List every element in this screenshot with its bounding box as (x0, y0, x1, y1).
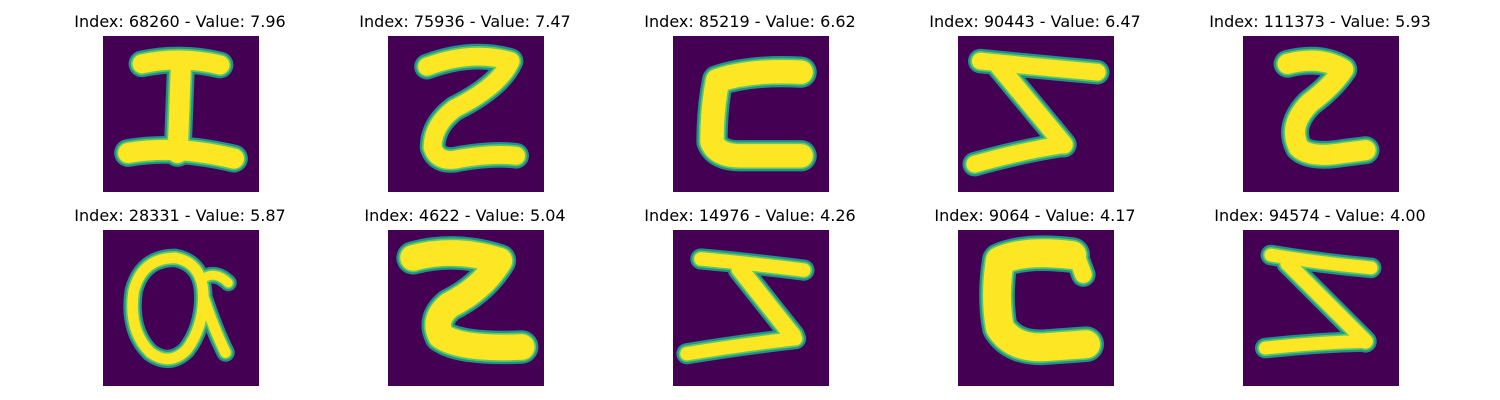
glyph-stroke (1277, 50, 1376, 165)
panel-title: Index: 90443 - Value: 6.47 (929, 12, 1141, 31)
glyph-stroke (400, 240, 535, 361)
grid-panel: Index: 85219 - Value: 6.62 (610, 12, 890, 202)
glyph-stroke (1258, 335, 1372, 355)
grid-panel: Index: 9064 - Value: 4.17 (895, 206, 1175, 396)
glyph-stroke (1264, 248, 1378, 275)
glyph-stroke (983, 239, 1101, 362)
glyph-stroke (167, 53, 192, 164)
glyph-stroke (418, 47, 526, 169)
glyph-stroke (196, 270, 233, 288)
digit-image (388, 230, 544, 386)
glyph-stroke (731, 260, 802, 345)
glyph-stroke (694, 252, 811, 277)
glyph-stroke (988, 54, 1073, 154)
glyph-stroke (966, 136, 1073, 173)
digit-image (958, 230, 1114, 386)
panel-title: Index: 94574 - Value: 4.00 (1214, 206, 1426, 225)
grid-panel: Index: 68260 - Value: 7.96 (40, 12, 320, 202)
digit-image (1243, 36, 1399, 192)
glyph-stroke (700, 59, 813, 168)
glyph-stroke (1066, 243, 1092, 283)
digit-image (103, 230, 259, 386)
grid-panel: Index: 28331 - Value: 5.87 (40, 206, 320, 396)
panel-title: Index: 75936 - Value: 7.47 (359, 12, 571, 31)
glyph-stroke (118, 139, 244, 169)
grid-panel: Index: 94574 - Value: 4.00 (1180, 206, 1460, 396)
panel-title: Index: 28331 - Value: 5.87 (74, 206, 286, 225)
panel-title: Index: 9064 - Value: 4.17 (934, 206, 1136, 225)
grid-panel: Index: 75936 - Value: 7.47 (325, 12, 605, 202)
panel-title: Index: 4622 - Value: 5.04 (364, 206, 566, 225)
panel-title: Index: 85219 - Value: 6.62 (644, 12, 856, 31)
digit-image (673, 230, 829, 386)
glyph-stroke (197, 291, 231, 358)
digit-image (103, 36, 259, 192)
glyph-stroke (680, 331, 803, 361)
glyph-stroke (1280, 256, 1373, 349)
grid-panel: Index: 4622 - Value: 5.04 (325, 206, 605, 396)
digit-image (1243, 230, 1399, 386)
panel-title: Index: 111373 - Value: 5.93 (1209, 12, 1431, 31)
grid-panel: Index: 111373 - Value: 5.93 (1180, 12, 1460, 202)
digit-image (958, 36, 1114, 192)
grid-panel: Index: 14976 - Value: 4.26 (610, 206, 890, 396)
digit-image (388, 36, 544, 192)
panel-title: Index: 14976 - Value: 4.26 (644, 206, 856, 225)
grid-panel: Index: 90443 - Value: 6.47 (895, 12, 1175, 202)
panel-title: Index: 68260 - Value: 7.96 (74, 12, 286, 31)
digit-image (673, 36, 829, 192)
